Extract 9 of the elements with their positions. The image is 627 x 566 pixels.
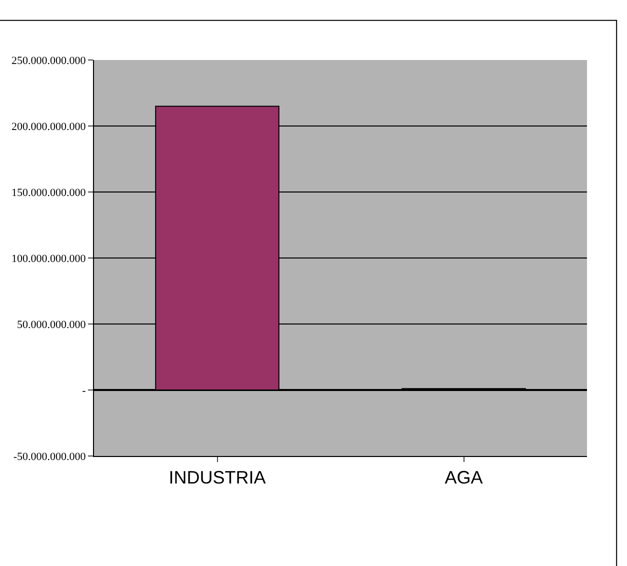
y-tick-label: -50.000.000.000 (13, 450, 86, 463)
y-tick-label: 150.000.000.000 (12, 186, 86, 199)
y-tick-label: - (82, 384, 86, 397)
x-tick-label: INDUSTRIA (168, 468, 266, 488)
y-tick-label: 200.000.000.000 (12, 120, 86, 133)
y-tick-label: 50.000.000.000 (17, 318, 86, 331)
y-tick-label: 100.000.000.000 (12, 252, 86, 265)
y-tick-label: 250.000.000.000 (12, 54, 86, 67)
x-tick-label: AGA (444, 468, 483, 488)
